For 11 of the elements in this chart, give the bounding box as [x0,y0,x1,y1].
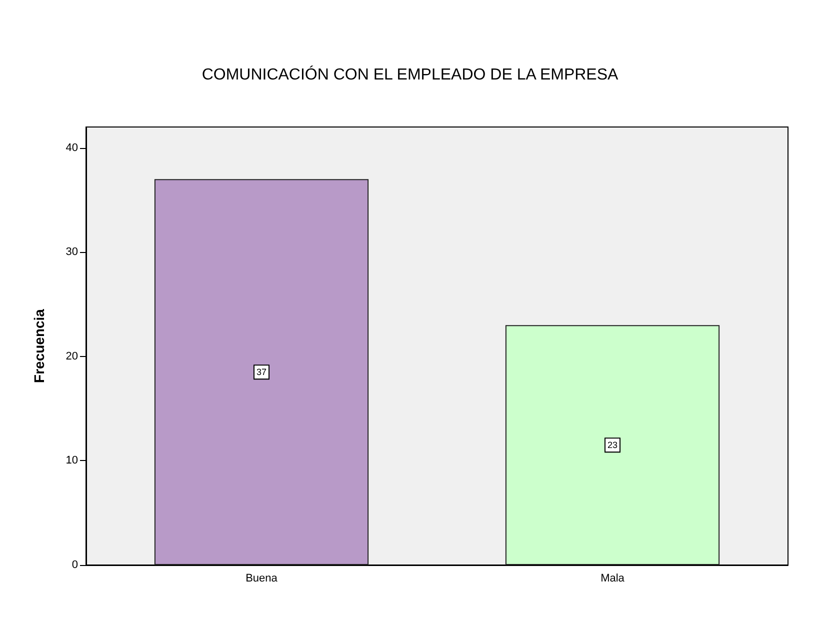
x-tick-label: Buena [246,572,278,584]
chart-title: COMUNICACIÓN CON EL EMPLEADO DE LA EMPRESA [202,66,619,84]
data-label: 37 [256,367,267,378]
y-tick-label: 40 [66,142,78,154]
data-label: 23 [607,440,618,450]
y-tick-label: 20 [66,350,78,362]
y-tick-label: 30 [66,246,78,258]
y-axis-title: Frecuencia [31,308,47,383]
y-tick-label: 0 [72,559,78,571]
x-tick-label: Mala [600,572,626,584]
y-tick-label: 10 [66,454,78,467]
